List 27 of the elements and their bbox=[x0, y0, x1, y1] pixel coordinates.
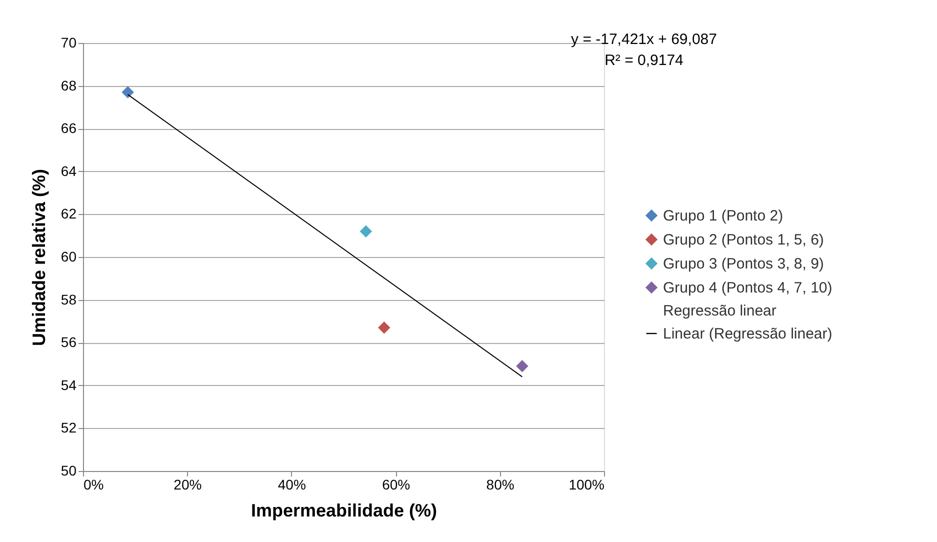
y-tick-label: 60 bbox=[60, 248, 77, 264]
y-tick-label: 58 bbox=[60, 291, 77, 308]
y-tick-label: 64 bbox=[60, 162, 77, 179]
x-tick-label: 80% bbox=[486, 476, 514, 492]
x-tick-label: 60% bbox=[382, 476, 410, 492]
legend-label: Grupo 2 (Pontos 1, 5, 6) bbox=[663, 232, 824, 248]
annotation: R² = 0,9174 bbox=[604, 52, 684, 69]
text: Regressão linear bbox=[663, 302, 776, 320]
x-tick-label: 20% bbox=[174, 476, 202, 492]
y-tick-label: 66 bbox=[60, 120, 77, 136]
y-tick-label: 52 bbox=[60, 420, 77, 436]
x-tick-label: 0% bbox=[84, 476, 104, 492]
y-tick-label: 56 bbox=[60, 334, 77, 350]
annotation: y = -17,421x + 69,087 bbox=[571, 31, 717, 48]
y-tick-label: 62 bbox=[60, 206, 77, 222]
y-axis-title: Umidade relativa (%) bbox=[28, 168, 49, 346]
y-tick-label: 70 bbox=[60, 34, 77, 50]
x-tick-label: 100% bbox=[568, 476, 604, 492]
legend-label: Linear (Regressão linear) bbox=[663, 326, 832, 342]
y-tick-label: 68 bbox=[60, 77, 77, 94]
legend-label: Grupo 1 (Ponto 2) bbox=[663, 208, 784, 224]
legend-label: Grupo 3 (Pontos 3, 8, 9) bbox=[663, 256, 824, 272]
x-axis-title: Impermeabilidade (%) bbox=[250, 500, 438, 520]
y-tick-label: 54 bbox=[60, 376, 77, 393]
x-tick-label: 40% bbox=[278, 476, 306, 492]
y-tick-label: 50 bbox=[60, 462, 77, 478]
legend-label: Grupo 4 (Pontos 4, 7, 10) bbox=[663, 280, 832, 296]
